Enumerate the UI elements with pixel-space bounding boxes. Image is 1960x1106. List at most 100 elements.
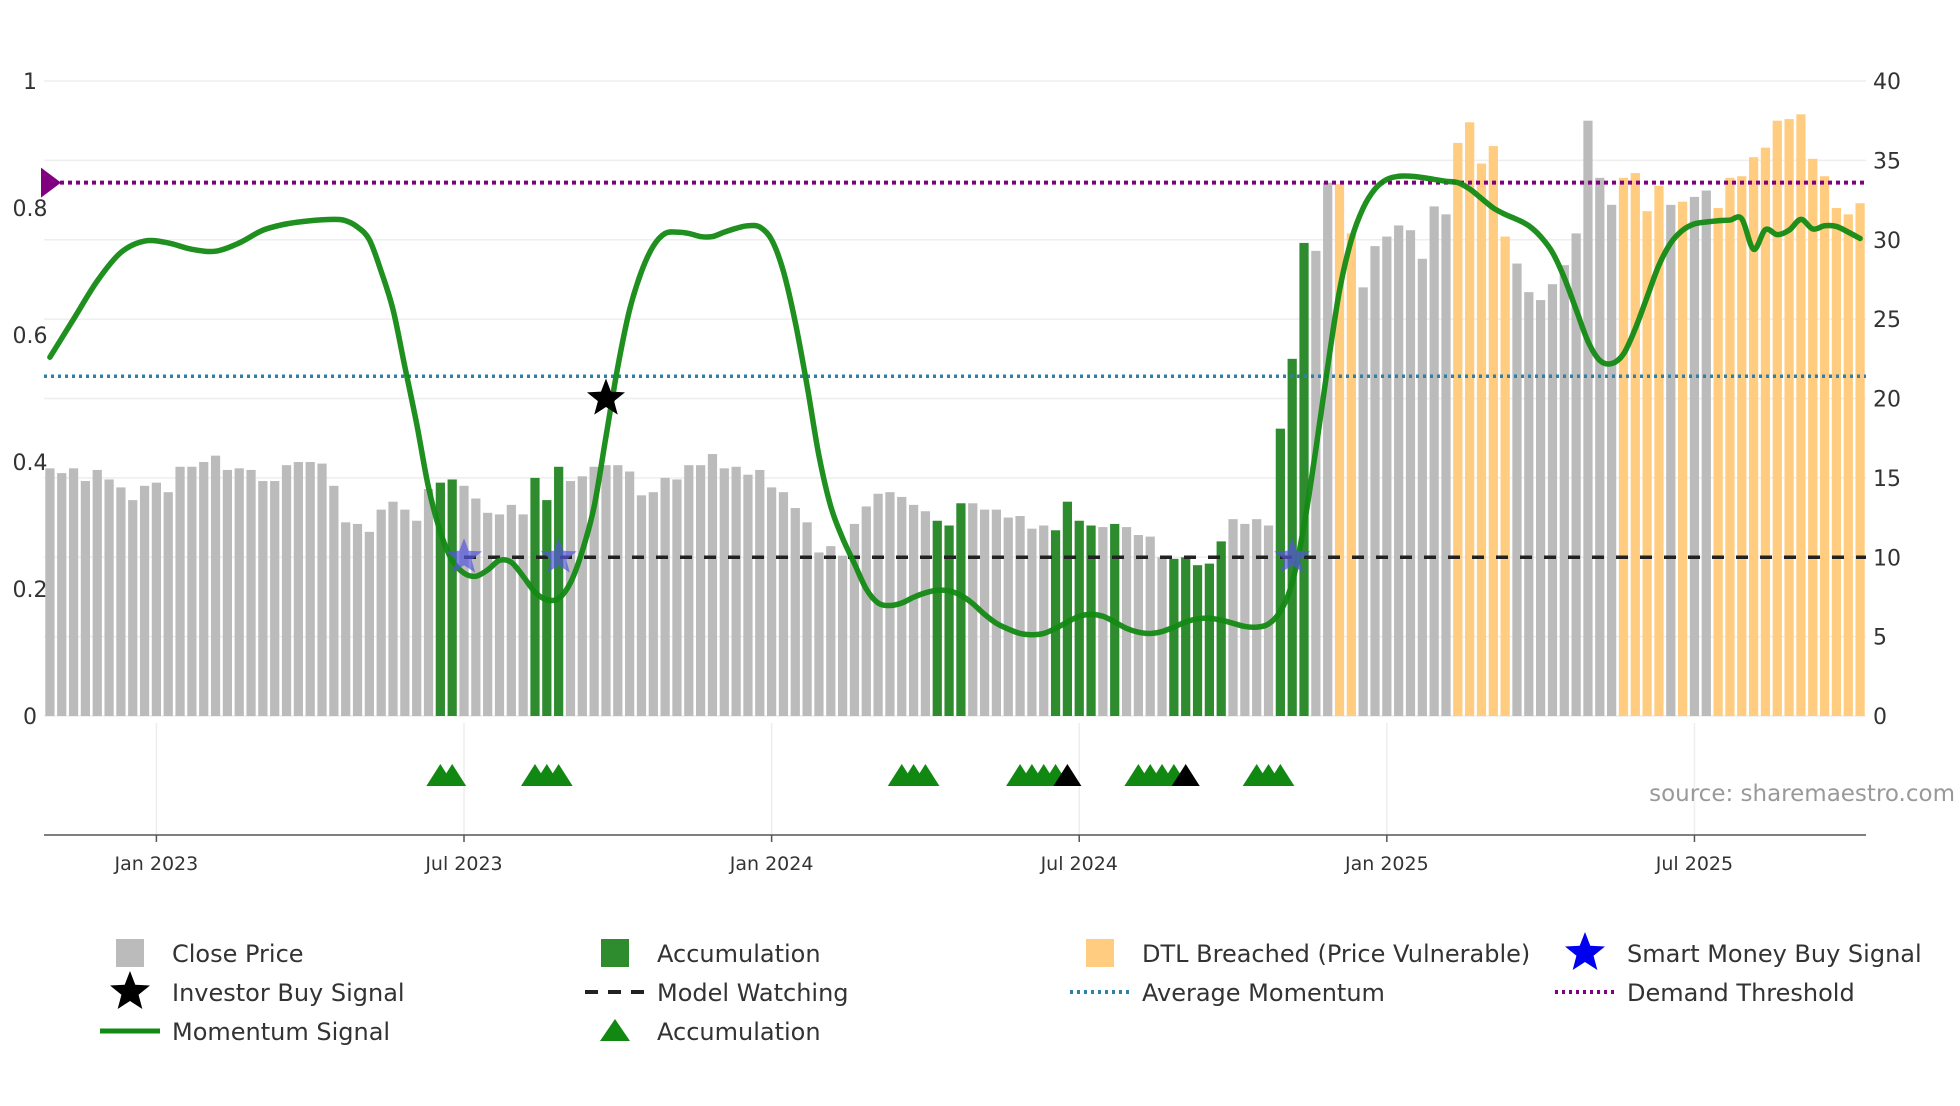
dtl-breached-bar — [1713, 208, 1723, 716]
accumulation-triangle — [911, 764, 940, 786]
smart-money-buy-star — [445, 538, 483, 573]
right-axis-tick-label: 20 — [1873, 388, 1901, 413]
close-price-bar — [1583, 120, 1593, 716]
close-price-bar — [778, 492, 789, 716]
close-price-bar — [1358, 287, 1368, 716]
close-price-bar — [317, 463, 327, 716]
close-price-bar — [128, 500, 138, 716]
close-price-bar — [270, 481, 280, 716]
accumulation-bar — [1275, 428, 1285, 716]
close-price-bar — [849, 523, 860, 716]
close-price-bar — [767, 487, 777, 716]
close-price-bar — [731, 466, 741, 716]
x-axis-tick-label: Jan 2024 — [729, 853, 814, 875]
close-price-bar — [1512, 263, 1522, 716]
right-axis-tick-label: 40 — [1873, 70, 1901, 95]
close-price-bar — [636, 495, 647, 716]
accumulation-triangle — [1266, 764, 1295, 786]
source-credit: source: sharemaestro.com — [1649, 781, 1955, 807]
left-axis-tick-label: 0.6 — [13, 324, 48, 349]
close-price-bar — [601, 465, 611, 716]
left-axis-tick-label: 0.2 — [13, 578, 48, 603]
close-price-bar — [412, 520, 422, 716]
close-price-bar — [281, 465, 292, 716]
accumulation-bar — [435, 482, 445, 716]
dtl-breached-bar — [1784, 119, 1794, 717]
accumulation-bar — [1086, 525, 1096, 716]
accumulation-triangle — [438, 764, 467, 786]
dtl-breached-bar — [1476, 163, 1487, 717]
close-price-bar — [1323, 182, 1333, 717]
accumulation-bar — [932, 520, 942, 716]
close-price-bar — [1252, 519, 1262, 716]
left-axis-tick-label: 0.8 — [13, 197, 48, 222]
close-price-bar — [897, 496, 907, 716]
legend-swatch — [116, 939, 144, 967]
close-price-bar — [1098, 527, 1108, 716]
close-price-bar — [790, 508, 800, 716]
close-price-bar — [814, 552, 824, 716]
close-price-bar — [1547, 284, 1558, 716]
close-price-bar — [755, 469, 765, 716]
accumulation-bar — [956, 503, 966, 716]
x-axis-tick-label: Jul 2024 — [1040, 853, 1118, 875]
close-price-bar — [68, 468, 79, 716]
accumulation-bar — [542, 500, 552, 716]
close-price-bar — [459, 485, 469, 716]
close-price-bar — [1441, 214, 1451, 716]
left-axis-tick-label: 1 — [23, 70, 37, 95]
legend: Close Price Accumulation DTL Breached (Pri… — [100, 932, 1922, 1046]
signal-markers — [445, 378, 1311, 573]
accumulation-bar — [1169, 558, 1179, 716]
legend-label: Momentum Signal — [172, 1018, 390, 1046]
right-axis-tick-label: 0 — [1873, 705, 1887, 730]
close-price-bar — [1405, 230, 1416, 716]
accumulation-bar — [944, 525, 954, 716]
close-price-bar — [1571, 233, 1581, 716]
close-price-bar — [293, 462, 303, 716]
dtl-breached-bar — [1831, 208, 1842, 716]
investor-buy-star — [586, 378, 626, 415]
close-price-bar — [199, 462, 209, 716]
close-price-bar — [1417, 258, 1427, 716]
close-price-bar — [920, 511, 931, 716]
close-price-bar — [518, 514, 528, 716]
close-price-bar — [187, 466, 197, 716]
close-price-bar — [1133, 535, 1143, 716]
smart-money-buy-star — [540, 538, 577, 573]
close-price-bar — [1701, 190, 1711, 717]
dtl-breached-bar — [1453, 142, 1463, 717]
close-price-bar — [116, 487, 126, 716]
gridlines — [44, 80, 1866, 835]
dtl-breached-bar — [1760, 147, 1771, 717]
close-price-bar — [719, 468, 729, 716]
accumulation-bar — [1299, 242, 1309, 717]
legend-label: Accumulation — [657, 940, 821, 968]
close-price-bar — [1157, 557, 1167, 716]
right-axis-tick-label: 30 — [1873, 229, 1901, 254]
dtl-breached-bar — [1772, 120, 1782, 716]
price-bars — [45, 114, 1865, 717]
close-price-bar — [565, 481, 576, 716]
close-price-bar — [1607, 204, 1617, 716]
dtl-breached-bar — [1855, 203, 1865, 717]
close-price-bar — [1015, 515, 1025, 716]
close-price-bar — [329, 485, 339, 716]
close-price-bar — [104, 479, 114, 716]
legend-swatch — [601, 939, 629, 967]
legend-star-icon — [110, 971, 150, 1009]
legend-label: Investor Buy Signal — [172, 979, 405, 1007]
close-price-bar — [1524, 292, 1534, 716]
close-price-bar — [210, 455, 221, 716]
close-price-bar — [341, 522, 351, 716]
accumulation-bar — [447, 479, 457, 716]
close-price-bar — [743, 474, 753, 716]
dtl-breached-bar — [1346, 233, 1356, 716]
close-price-bar — [352, 523, 363, 716]
close-price-bar — [234, 468, 244, 716]
legend-label: Model Watching — [657, 979, 849, 1007]
close-price-bar — [258, 481, 268, 716]
accumulation-bar — [1181, 557, 1191, 716]
close-price-bar — [1595, 177, 1605, 716]
